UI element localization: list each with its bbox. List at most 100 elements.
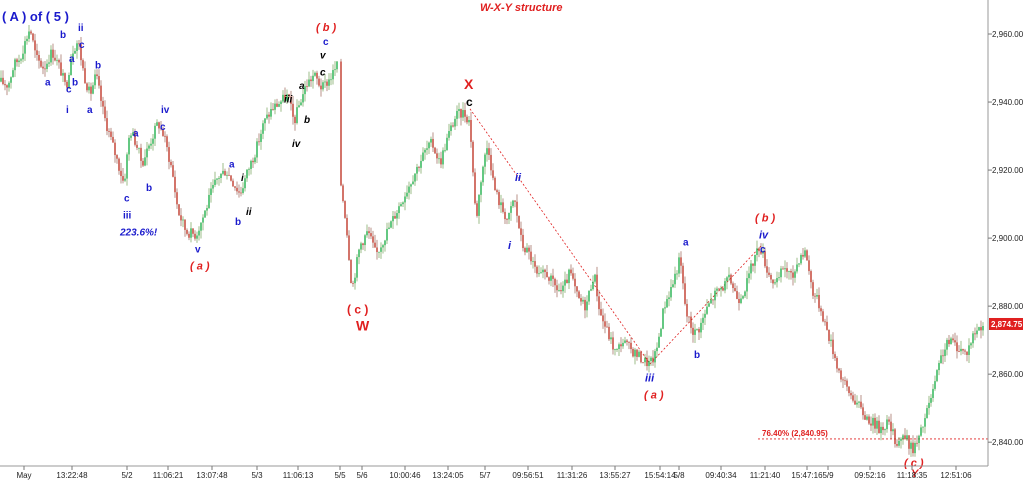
candle-body [116,155,118,159]
candle-body [726,277,728,282]
candle-body [510,206,512,213]
candle-body [724,281,726,291]
candle-body [814,295,816,297]
wave-label: ( A ) of ( 5 ) [2,9,69,24]
candle-body [214,179,216,185]
candle-body [154,125,156,139]
candle-body [394,216,396,219]
x-tick-label: 11:06:13 [283,471,314,480]
fibonacci-label: 76.40% (2,840.95) [762,429,828,438]
candle-body [314,72,316,76]
candle-body [66,81,68,88]
wave-label: b [146,183,152,194]
candle-body [358,249,360,258]
candle-body [178,204,180,216]
fibonacci-level: 76.40% (2,840.95) [758,429,988,440]
candle-body [458,109,460,111]
candle-body [72,53,74,61]
candle-body [292,103,294,117]
x-tick-label: 15:47:16 [791,471,823,480]
candle-body [780,268,782,278]
wave-label: b [694,350,700,361]
candle-body [666,299,668,308]
candle-body [610,337,612,340]
wave-label: a [229,159,235,170]
candle-body [940,355,942,364]
candle-body [254,157,256,163]
candle-body [650,357,652,362]
candle-body [632,349,634,357]
candle-body [902,435,904,439]
candle-body [28,31,30,39]
candle-body [782,268,784,270]
candle-body [812,282,814,296]
candle-body [246,169,248,179]
candle-body [490,154,492,171]
candle-body [864,415,866,420]
candle-body [626,340,628,343]
candle-body [918,435,920,444]
candle-body [202,217,204,223]
candle-body [808,260,810,272]
candle-body [248,168,250,170]
candle-body [502,202,504,212]
candle-body [772,279,774,284]
candle-body [164,135,166,137]
candle-body [430,138,432,143]
candle-body [442,150,444,165]
candle-body [474,172,476,204]
candle-body [140,147,142,161]
candle-body [588,290,590,302]
candle-body [86,83,88,91]
candle-body [550,275,552,281]
x-tick-label: 13:55:27 [599,471,631,480]
wave-label: ii [78,23,84,34]
wave-label: iv [161,105,170,116]
candle-body [12,70,14,78]
candle-body [734,288,736,292]
candle-body [568,269,570,284]
candle-body [462,110,464,118]
x-tick-label: May [16,471,31,480]
candle-body [784,268,786,270]
candle-body [686,303,688,317]
candle-body [676,273,678,275]
candle-body [60,62,62,76]
candle-body [124,178,126,181]
candle-body [860,401,862,408]
candle-body [866,416,868,420]
candle-body [0,77,2,82]
candle-body [880,426,882,434]
candle-body [32,33,34,41]
candle-body [868,416,870,424]
candle-body [304,86,306,95]
candle-body [194,233,196,239]
candle-body [516,201,518,216]
candle-body [722,287,724,291]
candle-body [520,228,522,235]
wave-label: a [45,78,51,89]
candle-body [630,342,632,350]
candle-body [196,235,198,239]
candle-body [910,442,912,449]
y-tick-label: 2,840.00 [992,438,1024,447]
candle-body [778,277,780,279]
candle-body [452,125,454,127]
candle-body [402,202,404,205]
candle-body [274,103,276,110]
candle-body [192,228,194,234]
candle-body [156,122,158,126]
candle-body [628,342,630,343]
candle-body [806,250,808,261]
candle-body [546,272,548,278]
candle-body [378,251,380,253]
candle-body [148,145,150,149]
candle-body [30,31,32,34]
wave-label: a [69,54,75,65]
candle-body [840,370,842,380]
candle-body [688,316,690,318]
candle-body [654,351,656,363]
x-tick-label: 5/7 [479,471,491,480]
candle-body [598,296,600,310]
candle-body [390,221,392,228]
